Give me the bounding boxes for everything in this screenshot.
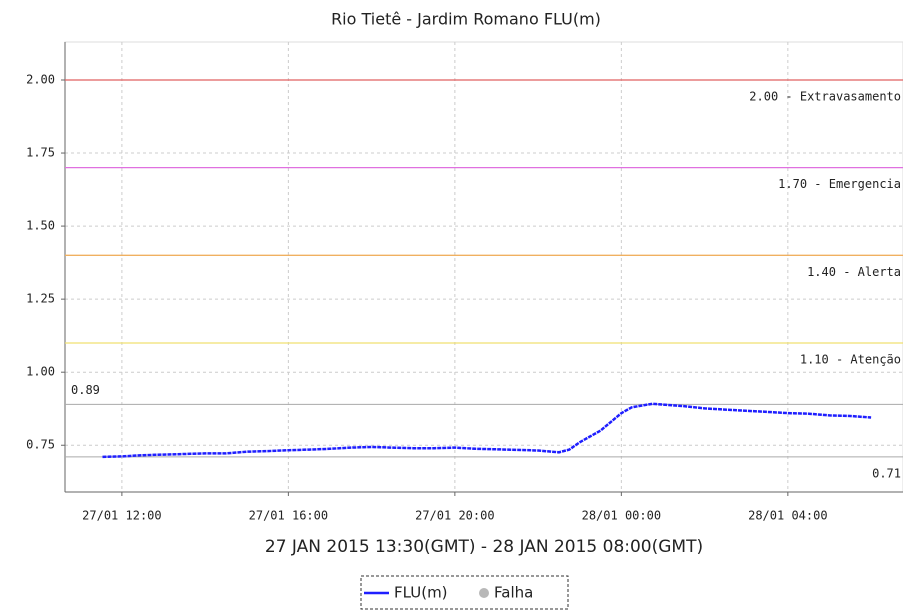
threshold-label: 1.70 - Emergencia xyxy=(778,177,901,191)
chart-title: Rio Tietê - Jardim Romano FLU(m) xyxy=(331,10,601,29)
plot-area xyxy=(64,41,903,493)
threshold-label: 1.10 - Atenção xyxy=(800,352,901,366)
legend-label: FLU(m) xyxy=(394,584,448,602)
x-tick-label: 27/01 12:00 xyxy=(82,509,161,523)
threshold-label: 2.00 - Extravasamento xyxy=(749,89,901,103)
legend-label: Falha xyxy=(494,584,533,602)
y-tick-label: 1.75 xyxy=(26,146,55,160)
x-tick-label: 28/01 00:00 xyxy=(582,509,661,523)
reference-label: 0.89 xyxy=(71,383,100,397)
threshold-label: 1.40 - Alerta xyxy=(807,265,901,279)
reference-label: 0.71 xyxy=(872,466,901,480)
x-tick-label: 28/01 04:00 xyxy=(748,509,827,523)
y-tick-label: 2.00 xyxy=(26,72,55,86)
y-tick-label: 0.75 xyxy=(26,438,55,452)
y-tick-label: 1.00 xyxy=(26,365,55,379)
x-tick-label: 27/01 16:00 xyxy=(249,509,328,523)
legend-box xyxy=(360,575,569,610)
x-tick-label: 27/01 20:00 xyxy=(415,509,494,523)
x-axis-label: 27 JAN 2015 13:30(GMT) - 28 JAN 2015 08:… xyxy=(265,537,703,557)
legend-swatch xyxy=(479,588,489,598)
y-tick-label: 1.50 xyxy=(26,219,55,233)
data-line xyxy=(102,402,872,459)
y-tick-label: 1.25 xyxy=(26,292,55,306)
